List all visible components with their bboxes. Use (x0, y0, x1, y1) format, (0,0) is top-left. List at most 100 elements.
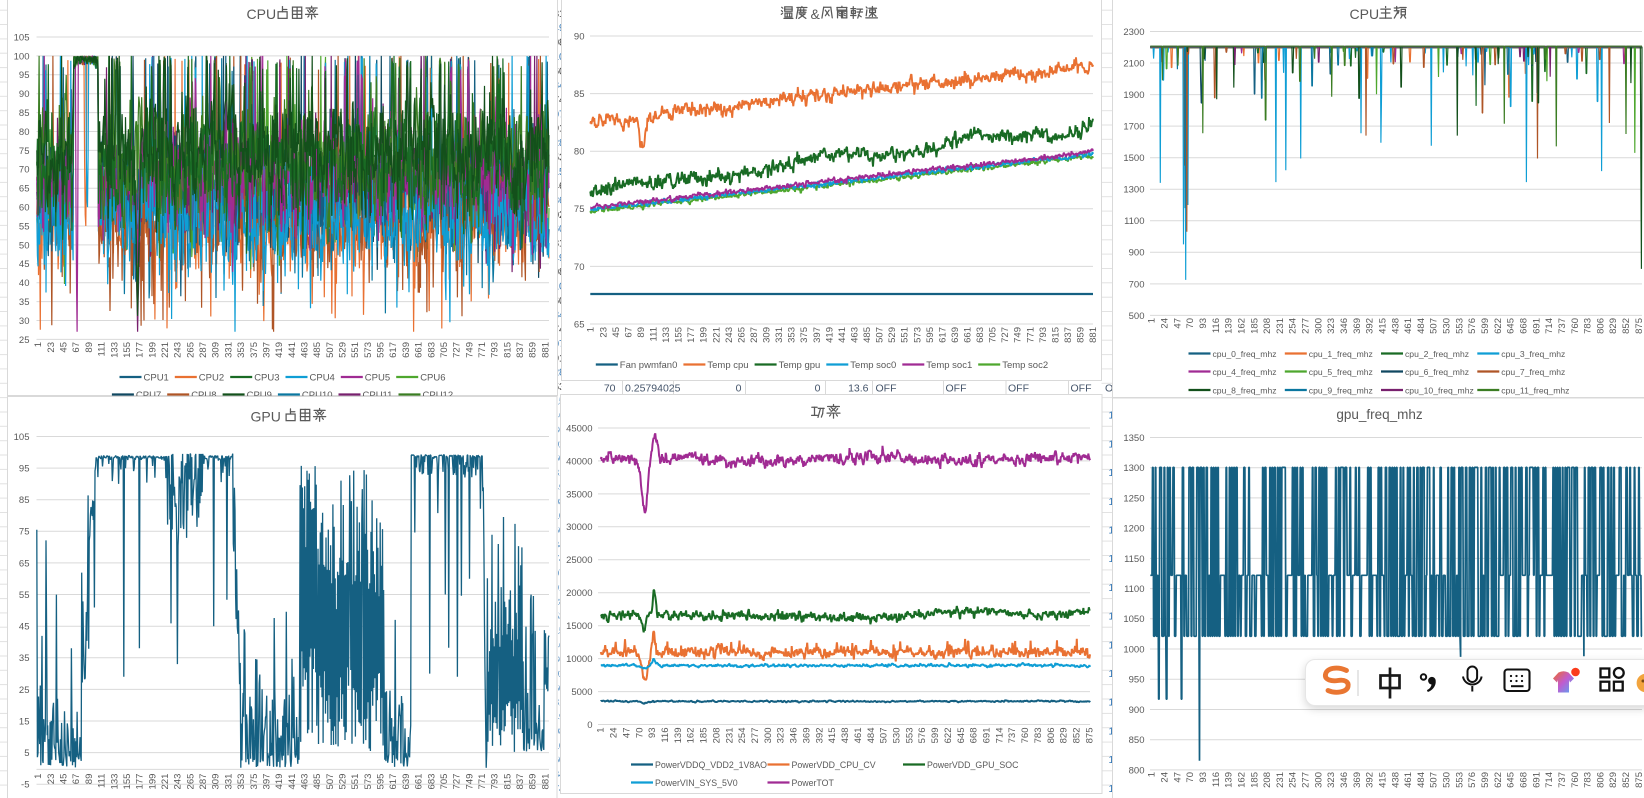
svg-text:829: 829 (1608, 318, 1619, 334)
svg-text:28: 28 (553, 368, 565, 379)
svg-text:85: 85 (19, 495, 30, 506)
svg-text:PowerVDD_GPU_SOC: PowerVDD_GPU_SOC (927, 760, 1019, 770)
svg-text:1: 1 (33, 342, 44, 347)
svg-text:60: 60 (553, 66, 565, 77)
svg-text:553: 553 (904, 728, 915, 744)
svg-text:221: 221 (160, 342, 171, 358)
svg-text:100: 100 (14, 51, 30, 62)
svg-text:60: 60 (553, 296, 565, 307)
svg-text:10: 10 (1109, 554, 1121, 565)
svg-text:53: 53 (553, 612, 565, 623)
svg-text:500: 500 (1129, 311, 1145, 322)
svg-text:829: 829 (1608, 772, 1619, 788)
svg-text:14: 14 (1109, 526, 1121, 537)
svg-text:760: 760 (1570, 318, 1581, 334)
svg-text:91: 91 (553, 124, 565, 135)
svg-text:749: 749 (464, 774, 475, 790)
svg-text:93: 93 (1198, 772, 1209, 783)
svg-text:645: 645 (1506, 318, 1517, 334)
svg-text:595: 595 (376, 342, 387, 358)
svg-text:881: 881 (540, 342, 551, 358)
svg-text:461: 461 (1403, 772, 1414, 788)
svg-text:551: 551 (350, 774, 361, 790)
svg-text:177: 177 (135, 774, 146, 790)
svg-text:53: 53 (553, 152, 565, 163)
svg-text:162: 162 (1236, 772, 1247, 788)
svg-text:441: 441 (287, 342, 298, 358)
svg-text:70: 70 (634, 728, 645, 739)
svg-text:419: 419 (274, 774, 285, 790)
svg-text:875: 875 (1634, 318, 1644, 334)
svg-text:806: 806 (1595, 772, 1606, 788)
svg-text:837: 837 (515, 342, 526, 358)
svg-text:Fan pwmfan0: Fan pwmfan0 (620, 360, 678, 371)
svg-text:75: 75 (19, 527, 30, 538)
svg-text:gpu_freq_mhz: gpu_freq_mhz (1336, 407, 1423, 422)
svg-text:1900: 1900 (1123, 90, 1144, 101)
svg-text:24: 24 (609, 728, 620, 739)
svg-text:1100: 1100 (1124, 216, 1144, 227)
svg-text:507: 507 (325, 774, 336, 790)
svg-text:859: 859 (528, 774, 539, 790)
svg-text:438: 438 (1390, 772, 1401, 788)
svg-text:45: 45 (19, 622, 30, 633)
svg-text:162: 162 (1236, 318, 1247, 334)
svg-text:155: 155 (122, 342, 133, 358)
svg-text:16: 16 (1109, 411, 1121, 422)
svg-text:529: 529 (338, 774, 349, 790)
svg-text:277: 277 (1301, 318, 1312, 334)
svg-text:441: 441 (837, 327, 848, 343)
svg-text:1250: 1250 (1123, 493, 1144, 504)
svg-text:15: 15 (1109, 669, 1121, 680)
svg-text:89: 89 (636, 327, 647, 338)
svg-text:639: 639 (401, 774, 412, 790)
svg-text:331: 331 (223, 342, 234, 358)
svg-text:CPU6: CPU6 (420, 372, 445, 383)
svg-text:208: 208 (1262, 772, 1273, 788)
svg-text:95: 95 (19, 70, 30, 81)
svg-text:45: 45 (611, 327, 622, 338)
svg-text:484: 484 (1416, 772, 1427, 788)
svg-text:553: 553 (1454, 772, 1465, 788)
svg-text:551: 551 (350, 342, 361, 358)
svg-text:10: 10 (553, 741, 565, 752)
svg-text:Temp soc0: Temp soc0 (850, 360, 896, 371)
svg-text:875: 875 (1084, 728, 1095, 744)
svg-text:93: 93 (647, 728, 658, 739)
svg-text:331: 331 (223, 774, 234, 790)
svg-text:10: 10 (553, 52, 565, 63)
svg-text:2100: 2100 (1123, 58, 1144, 69)
svg-text:599: 599 (1480, 772, 1491, 788)
svg-text:737: 737 (1007, 727, 1018, 743)
svg-text:705: 705 (988, 327, 999, 343)
svg-text:576: 576 (1467, 318, 1478, 334)
svg-text:CPU9: CPU9 (247, 390, 272, 401)
svg-text:668: 668 (1519, 318, 1530, 334)
svg-text:419: 419 (274, 342, 285, 358)
svg-text:55: 55 (19, 221, 30, 232)
svg-text:551: 551 (900, 327, 911, 343)
svg-text:&: & (811, 6, 821, 22)
svg-text:45: 45 (19, 259, 30, 270)
svg-text:950: 950 (1129, 675, 1145, 686)
svg-text:70: 70 (19, 165, 30, 176)
svg-text:346: 346 (1339, 772, 1350, 788)
svg-text:Temp cpu: Temp cpu (707, 360, 748, 371)
svg-text:683: 683 (975, 327, 986, 343)
svg-text:23: 23 (598, 327, 609, 338)
svg-text:668: 668 (1519, 772, 1530, 788)
svg-text:81: 81 (553, 468, 565, 479)
svg-text:231: 231 (1275, 772, 1286, 788)
svg-text:cpu_0_freq_mhz: cpu_0_freq_mhz (1213, 349, 1277, 359)
svg-text:231: 231 (1275, 318, 1286, 334)
svg-text:28: 28 (553, 597, 565, 608)
svg-text:40: 40 (19, 278, 30, 289)
svg-text:881: 881 (540, 774, 551, 790)
svg-text:700: 700 (1129, 279, 1145, 290)
svg-text:595: 595 (925, 327, 936, 343)
svg-text:595: 595 (376, 774, 387, 790)
svg-text:800: 800 (1129, 765, 1145, 776)
svg-text:65: 65 (19, 558, 30, 569)
svg-text:875: 875 (1634, 772, 1644, 788)
svg-text:45: 45 (59, 342, 70, 353)
